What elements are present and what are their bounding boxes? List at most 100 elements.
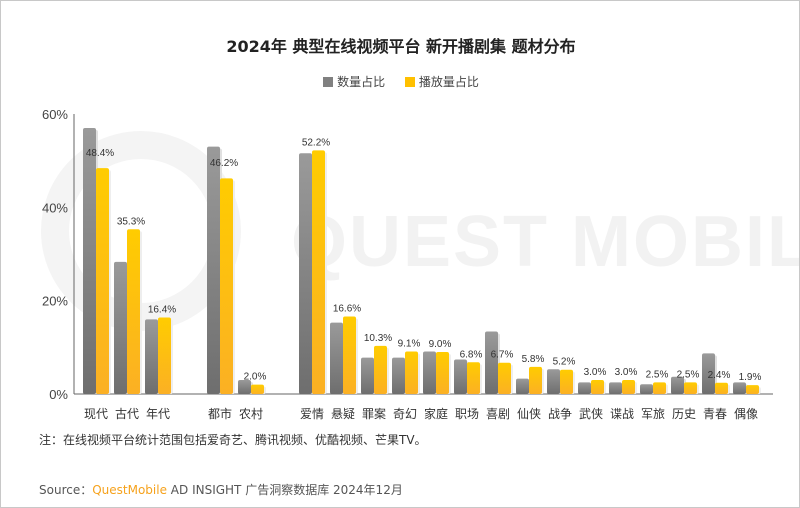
data-label: 48.4%: [86, 148, 114, 159]
bar-count: [238, 380, 251, 394]
bar-count: [207, 146, 220, 394]
bar-views: [622, 380, 635, 394]
source-brand: QuestMobile: [92, 483, 167, 497]
x-tick-label: 家庭: [424, 406, 448, 421]
bar-count: [671, 376, 684, 394]
data-label: 6.8%: [460, 349, 483, 360]
data-label: 16.6%: [333, 304, 361, 315]
legend-item-count: 数量占比: [323, 73, 385, 90]
bar-views: [436, 352, 449, 394]
source-rest: AD INSIGHT 广告洞察数据库 2024年12月: [166, 483, 403, 497]
bar-count: [330, 322, 343, 394]
data-label: 3.0%: [584, 367, 607, 378]
bar-views: [467, 362, 480, 394]
x-tick-label: 职场: [455, 407, 479, 421]
x-tick-label: 现代: [84, 407, 108, 421]
bar-count: [733, 382, 746, 394]
x-tick-label: 军旅: [641, 407, 665, 421]
x-tick-label: 仙侠: [517, 407, 541, 421]
bar-count: [392, 357, 405, 394]
x-tick-label: 偶像: [734, 407, 758, 421]
bar-views: [158, 317, 171, 394]
y-tick-label: 40%: [42, 200, 68, 215]
bar-views: [251, 384, 264, 394]
bar-views: [653, 382, 666, 394]
bar-views: [312, 150, 325, 394]
x-tick-label: 古代: [115, 406, 139, 421]
x-tick-label: 青春: [703, 407, 727, 421]
footnote: 注：在线视频平台统计范围包括爱奇艺、腾讯视频、优酷视频、芒果TV。: [39, 433, 427, 447]
bar-views: [591, 380, 604, 394]
legend-label: 数量占比: [337, 75, 386, 89]
x-tick-label: 战争: [548, 407, 572, 421]
data-label: 52.2%: [302, 137, 330, 148]
bar-views: [405, 351, 418, 394]
y-tick-label: 0%: [49, 387, 68, 402]
bar-count: [547, 369, 560, 394]
legend-swatch: [323, 76, 334, 87]
watermark: QUEST MOBILE: [291, 202, 799, 282]
legend-item-views: 播放量占比: [404, 73, 479, 90]
legend: 数量占比 播放量占比: [1, 73, 799, 90]
x-tick-label: 奇幻: [393, 407, 417, 421]
bar-count: [578, 382, 591, 394]
legend-label: 播放量占比: [418, 75, 479, 89]
y-tick-label: 60%: [42, 107, 68, 122]
bar-count: [361, 357, 374, 394]
bar-count: [454, 359, 467, 394]
data-label: 2.5%: [646, 369, 669, 380]
data-label: 2.0%: [244, 372, 267, 383]
bar-views: [374, 345, 387, 394]
data-label: 16.4%: [148, 304, 176, 315]
y-tick-label: 20%: [42, 294, 68, 309]
data-label: 3.0%: [615, 367, 638, 378]
bar-count: [516, 378, 529, 394]
data-label: 10.3%: [364, 333, 392, 344]
data-label: 2.4%: [708, 370, 731, 381]
bar-count: [640, 384, 653, 394]
source-prefix: Source：: [39, 483, 93, 497]
x-tick-label: 武侠: [579, 407, 603, 421]
data-label: 5.8%: [522, 354, 545, 365]
bar-count: [114, 261, 127, 394]
source-line: Source：QuestMobile AD INSIGHT 广告洞察数据库 20…: [39, 481, 403, 498]
legend-swatch: [404, 76, 415, 87]
bar-count: [702, 353, 715, 394]
chart-title: 2024年 典型在线视频平台 新开播剧集 题材分布: [226, 37, 576, 56]
x-tick-label: 年代: [146, 407, 170, 421]
bar-views: [529, 366, 542, 394]
bar-views: [343, 316, 356, 394]
bar-views: [684, 382, 697, 394]
data-label: 46.2%: [210, 158, 238, 169]
data-label: 1.9%: [739, 372, 762, 383]
bar-count: [83, 128, 96, 394]
bar-views: [498, 362, 511, 394]
data-label: 35.3%: [117, 216, 145, 227]
x-tick-label: 罪案: [362, 406, 386, 421]
bar-count: [423, 351, 436, 394]
bar-count: [609, 382, 622, 394]
x-tick-label: 谍战: [610, 407, 634, 421]
x-tick-label: 爱情: [300, 407, 324, 421]
bar-count: [145, 319, 158, 394]
x-tick-label: 都市: [208, 406, 232, 421]
bar-views: [715, 382, 728, 394]
bar-count: [485, 331, 498, 394]
x-tick-label: 喜剧: [486, 407, 510, 421]
bar-count: [299, 153, 312, 394]
x-tick-label: 悬疑: [331, 406, 355, 421]
x-tick-label: 历史: [672, 407, 696, 421]
data-label: 6.7%: [491, 350, 514, 361]
bar-views: [560, 369, 573, 394]
data-label: 9.0%: [429, 339, 452, 350]
bar-views: [746, 385, 759, 394]
x-tick-label: 农村: [239, 407, 263, 421]
data-label: 2.5%: [677, 369, 700, 380]
bar-views: [220, 178, 233, 394]
data-label: 5.2%: [553, 357, 576, 368]
bar-views: [127, 229, 140, 394]
bar-views: [96, 168, 109, 394]
data-label: 9.1%: [398, 339, 421, 350]
